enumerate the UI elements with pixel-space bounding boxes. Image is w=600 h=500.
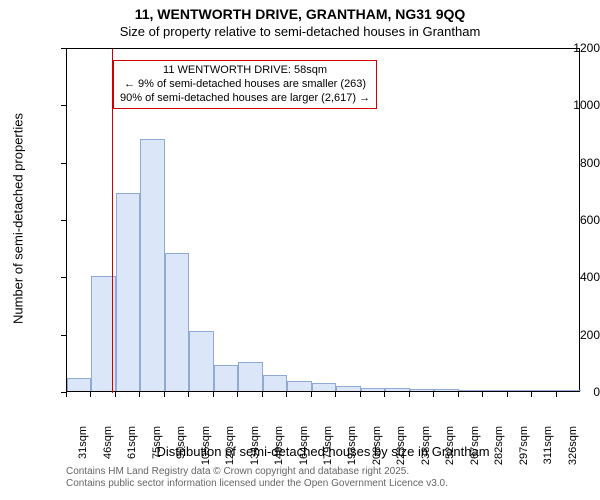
x-tick-label: 238sqm — [420, 426, 432, 471]
annotation-line-1: 11 WENTWORTH DRIVE: 58sqm — [120, 64, 370, 78]
y-tick-label: 1000 — [542, 98, 600, 112]
y-tick-mark — [61, 277, 66, 278]
x-tick-mark — [66, 392, 67, 397]
x-tick-mark — [188, 392, 189, 397]
x-tick-mark — [384, 392, 385, 397]
x-tick-mark — [90, 392, 91, 397]
x-tick-mark — [164, 392, 165, 397]
x-tick-mark — [286, 392, 287, 397]
x-tick-mark — [409, 392, 410, 397]
x-tick-label: 61sqm — [126, 426, 138, 471]
x-tick-label: 252sqm — [444, 426, 456, 471]
histogram-bar — [361, 388, 385, 391]
histogram-bar — [312, 383, 336, 391]
x-tick-label: 311sqm — [542, 426, 554, 471]
x-tick-mark — [213, 392, 214, 397]
y-tick-mark — [61, 335, 66, 336]
x-tick-label: 105sqm — [200, 426, 212, 471]
histogram-bar — [434, 389, 458, 391]
x-tick-mark — [360, 392, 361, 397]
x-tick-label: 75sqm — [151, 426, 163, 471]
y-tick-label: 800 — [542, 156, 600, 170]
x-tick-label: 179sqm — [322, 426, 334, 471]
x-tick-label: 282sqm — [493, 426, 505, 471]
x-tick-label: 193sqm — [346, 426, 358, 471]
y-tick-mark — [61, 48, 66, 49]
y-axis-label: Number of semi-detached properties — [11, 47, 26, 391]
histogram-bar — [189, 331, 213, 391]
x-tick-mark — [139, 392, 140, 397]
y-tick-label: 0 — [542, 385, 600, 399]
y-tick-label: 1200 — [542, 41, 600, 55]
x-tick-mark — [482, 392, 483, 397]
histogram-bar — [385, 388, 409, 391]
x-tick-label: 223sqm — [395, 426, 407, 471]
x-tick-mark — [507, 392, 508, 397]
x-tick-label: 297sqm — [518, 426, 530, 471]
x-tick-label: 267sqm — [469, 426, 481, 471]
x-tick-label: 31sqm — [77, 426, 89, 471]
histogram-bar — [165, 253, 189, 391]
histogram-bar — [459, 390, 483, 391]
y-tick-mark — [61, 220, 66, 221]
histogram-bar — [483, 390, 507, 391]
annotation-line-3: 90% of semi-detached houses are larger (… — [120, 92, 370, 106]
y-tick-label: 200 — [542, 328, 600, 342]
x-tick-mark — [531, 392, 532, 397]
x-tick-label: 120sqm — [224, 426, 236, 471]
histogram-bar — [238, 362, 262, 391]
histogram-bar — [410, 389, 434, 391]
x-tick-label: 326sqm — [567, 426, 579, 471]
histogram-bar — [116, 193, 140, 391]
x-tick-mark — [262, 392, 263, 397]
x-tick-label: 208sqm — [371, 426, 383, 471]
y-tick-mark — [61, 105, 66, 106]
x-tick-label: 164sqm — [298, 426, 310, 471]
y-tick-mark — [61, 163, 66, 164]
x-tick-mark — [458, 392, 459, 397]
x-tick-label: 134sqm — [249, 426, 261, 471]
x-tick-label: 46sqm — [102, 426, 114, 471]
histogram-bar — [508, 390, 532, 391]
x-tick-mark — [335, 392, 336, 397]
chart-title-primary: 11, WENTWORTH DRIVE, GRANTHAM, NG31 9QQ — [0, 6, 600, 22]
histogram-bar — [263, 375, 287, 391]
x-tick-mark — [433, 392, 434, 397]
histogram-bar — [214, 365, 238, 391]
histogram-bar — [140, 139, 164, 391]
x-tick-mark — [115, 392, 116, 397]
chart-title-secondary: Size of property relative to semi-detach… — [0, 24, 600, 39]
y-tick-label: 600 — [542, 213, 600, 227]
annotation-line-2: ← 9% of semi-detached houses are smaller… — [120, 78, 370, 92]
x-tick-label: 90sqm — [175, 426, 187, 471]
histogram-bar — [67, 378, 91, 391]
chart-container: 11, WENTWORTH DRIVE, GRANTHAM, NG31 9QQ … — [0, 0, 600, 500]
x-tick-mark — [311, 392, 312, 397]
footer-line-2: Contains public sector information licen… — [66, 478, 448, 490]
x-tick-label: 149sqm — [273, 426, 285, 471]
histogram-bar — [336, 386, 360, 391]
x-tick-mark — [556, 392, 557, 397]
annotation-box: 11 WENTWORTH DRIVE: 58sqm← 9% of semi-de… — [113, 60, 377, 109]
x-tick-mark — [237, 392, 238, 397]
histogram-bar — [287, 381, 311, 391]
y-tick-label: 400 — [542, 270, 600, 284]
